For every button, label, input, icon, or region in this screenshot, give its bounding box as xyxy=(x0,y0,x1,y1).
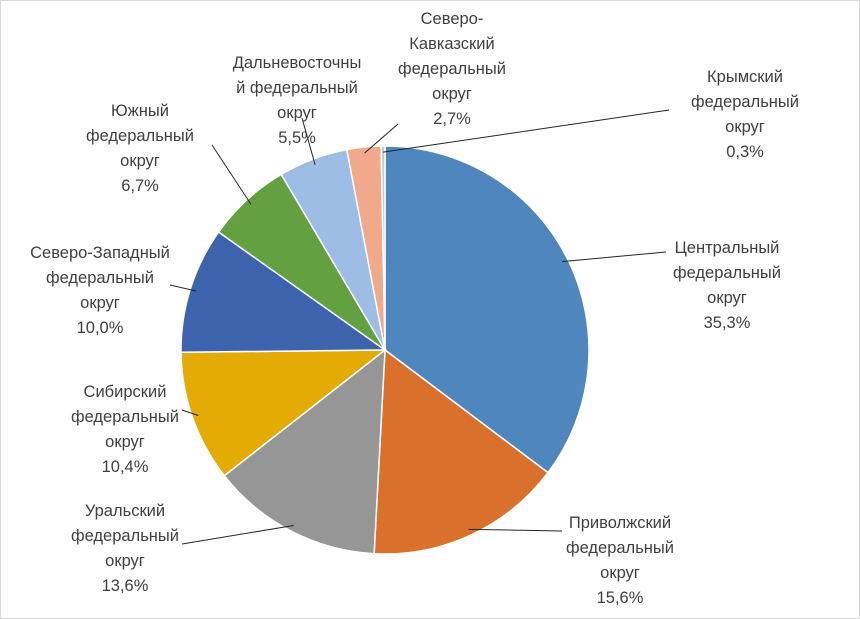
slice-name-label: Центральный xyxy=(675,239,780,257)
slice-name-label: й федеральный xyxy=(236,79,358,97)
slice-name-label: федеральный xyxy=(673,264,781,282)
slice-name-label: Северо-Западный xyxy=(30,244,170,262)
pie-slice-9 xyxy=(380,145,386,351)
slice-name-label: Кавказский xyxy=(409,35,494,53)
slice-value-label: 2,7% xyxy=(433,110,471,128)
slice-name-label: Северо- xyxy=(421,10,484,28)
leader-line-8 xyxy=(364,123,399,154)
slice-label-9: Крымский федеральный округ 0,3% xyxy=(691,68,799,161)
slice-name-label: Приволжский xyxy=(569,514,671,532)
pie-slice-1 xyxy=(384,145,590,474)
slice-name-label: округ xyxy=(600,564,640,582)
slice-value-label: 10,4% xyxy=(102,458,149,476)
slice-value-label: 15,6% xyxy=(597,589,644,607)
slice-value-label: 13,6% xyxy=(102,577,149,595)
slice-name-label: федеральный xyxy=(71,408,179,426)
slice-name-label: округ xyxy=(80,294,120,312)
slice-name-label: Сибирский xyxy=(84,383,167,401)
leader-line-5 xyxy=(169,284,197,292)
slice-name-label: федеральный xyxy=(46,269,154,287)
slice-value-label: 0,3% xyxy=(726,143,764,161)
slice-name-label: округ xyxy=(725,118,765,136)
slice-name-label: Крымский xyxy=(707,68,783,86)
slice-label-4: Сибирский федеральный округ 10,4% xyxy=(71,383,179,476)
slice-name-label: округ xyxy=(120,152,160,170)
leader-line-6 xyxy=(211,144,252,205)
slice-name-label: федеральный xyxy=(71,527,179,545)
slice-label-8: Северо- Кавказский федеральный округ 2,7% xyxy=(398,10,506,128)
slice-name-label: Дальневосточны xyxy=(233,54,362,72)
leader-line-7 xyxy=(301,117,316,166)
pie-slice-2 xyxy=(373,348,550,555)
slice-value-label: 6,7% xyxy=(121,177,159,195)
slice-value-label: 5,5% xyxy=(278,129,316,147)
slice-name-label: Уральский xyxy=(85,502,165,520)
labels-layer: Центральный федеральный округ 35,3% Приволжс… xyxy=(30,10,799,607)
leaders-layer xyxy=(169,109,670,545)
slice-label-2: Приволжский федеральный округ 15,6% xyxy=(566,514,674,607)
leader-line-4 xyxy=(181,409,199,416)
slice-label-7: Дальневосточны й федеральный округ 5,5% xyxy=(233,54,362,147)
pie-slice-3 xyxy=(223,348,386,555)
slice-value-label: 35,3% xyxy=(704,314,751,332)
slices-layer xyxy=(180,145,590,555)
leader-line-1 xyxy=(562,251,667,263)
slice-name-label: федеральный xyxy=(691,93,799,111)
slice-label-6: Южный федеральный округ 6,7% xyxy=(86,102,194,195)
leader-line-9 xyxy=(383,109,670,153)
slice-name-label: округ xyxy=(105,552,145,570)
slice-name-label: Южный xyxy=(111,102,169,120)
slice-name-label: федеральный xyxy=(398,60,506,78)
slice-value-label: 10,0% xyxy=(77,319,124,337)
slice-label-5: Северо-Западный федеральный округ 10,0% xyxy=(30,244,170,337)
slice-name-label: округ xyxy=(105,433,145,451)
pie-slice-4 xyxy=(180,349,388,477)
leader-line-3 xyxy=(181,525,294,545)
slice-label-1: Центральный федеральный округ 35,3% xyxy=(673,239,781,332)
leader-line-2 xyxy=(468,528,563,532)
slice-name-label: федеральный xyxy=(86,127,194,145)
slice-name-label: округ xyxy=(707,289,747,307)
slice-label-3: Уральский федеральный округ 13,6% xyxy=(71,502,179,595)
slice-name-label: округ xyxy=(277,104,317,122)
slice-name-label: федеральный xyxy=(566,539,674,557)
slice-name-label: округ xyxy=(432,85,472,103)
